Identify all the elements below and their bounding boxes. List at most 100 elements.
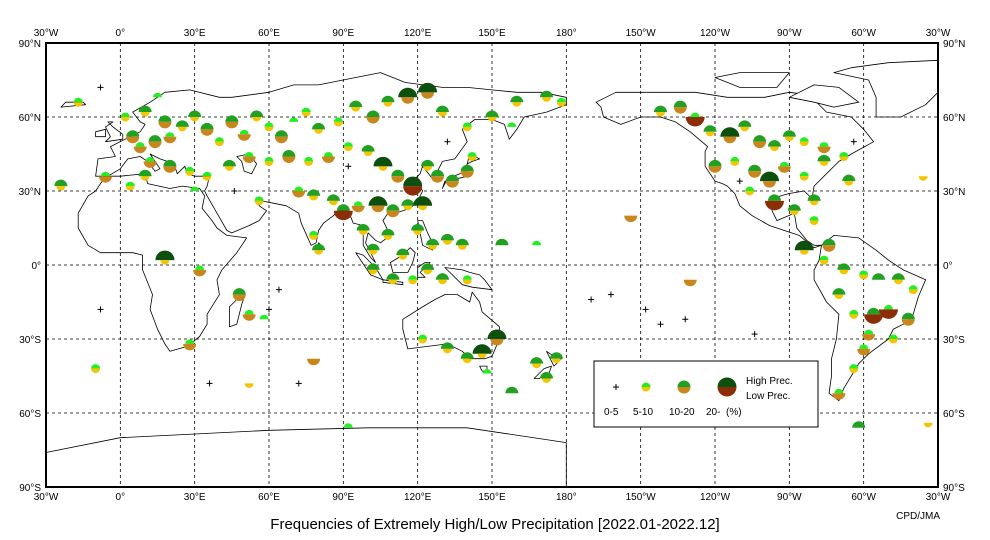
station-marker-67: [368, 196, 388, 213]
station-marker-61: [254, 196, 264, 206]
station-marker-104: [183, 339, 197, 351]
station-marker-139: [837, 263, 851, 275]
lat-label-left-6: 90°S: [19, 483, 41, 494]
map-frame: [45, 42, 939, 488]
legend-category-2: 10-20: [669, 407, 695, 418]
station-marker-65: [333, 204, 353, 221]
station-marker-137: [794, 240, 814, 255]
station-marker-59: [190, 186, 200, 191]
land-outline-0: [595, 91, 874, 249]
station-marker-149: [862, 329, 876, 341]
lat-label-right-5: 60°S: [943, 409, 965, 420]
station-marker-97: [505, 386, 519, 394]
land-outline-19: [95, 128, 106, 138]
station-marker-87: [435, 273, 449, 285]
station-marker-108: [343, 423, 353, 428]
station-marker-15: [237, 129, 251, 141]
legend-symbols: [613, 377, 737, 397]
station-marker-26: [398, 87, 418, 104]
station-marker-101: [232, 288, 246, 302]
legend-category-1: 5-10: [633, 407, 653, 418]
station-marker-128: [745, 186, 755, 196]
station-marker-121: [730, 156, 740, 166]
station-marker-99: [155, 250, 175, 265]
station-marker-14: [225, 115, 239, 129]
station-marker-118: [799, 137, 809, 147]
lat-label-left-5: 60°S: [19, 409, 41, 420]
station-marker-43: [304, 156, 314, 166]
station-marker-76: [396, 248, 410, 260]
station-marker-165: [97, 306, 104, 313]
source-credit: CPD/JMA: [896, 511, 940, 522]
station-marker-71: [309, 230, 319, 240]
legend-symbol-2: [677, 380, 691, 394]
station-marker-9: [163, 132, 177, 144]
lon-label-top-4: 90°E: [332, 28, 354, 39]
lon-label-top-7: 180°: [556, 28, 577, 39]
station-marker-123: [760, 171, 780, 188]
legend-unit: (%): [726, 407, 742, 418]
station-marker-11: [188, 110, 202, 122]
station-marker-138: [819, 255, 829, 265]
station-marker-27: [418, 82, 438, 99]
legend: High Prec. Low Prec. 0-5 5-10 10-20 20- …: [593, 360, 819, 428]
station-marker-5: [153, 92, 162, 98]
station-marker-169: [444, 138, 451, 145]
station-marker-42: [282, 149, 296, 163]
station-marker-63: [307, 189, 321, 201]
station-marker-133: [624, 215, 638, 223]
station-marker-115: [753, 135, 767, 149]
lon-label-bottom-2: 30°E: [184, 492, 206, 503]
station-marker-31: [507, 122, 517, 127]
lon-label-bottom-8: 150°W: [626, 492, 657, 503]
station-marker-18: [274, 130, 288, 144]
station-marker-171: [850, 138, 857, 145]
legend-symbol-1: [641, 382, 651, 392]
station-marker-82: [532, 240, 542, 246]
station-marker-141: [872, 273, 886, 280]
station-marker-53: [460, 164, 474, 178]
legend-low-label: Low Prec.: [746, 391, 790, 402]
station-marker-127: [839, 151, 849, 161]
station-marker-8: [148, 135, 162, 149]
station-marker-48: [391, 169, 405, 183]
legend-symbol-3: [717, 377, 737, 397]
station-marker-52: [445, 174, 459, 188]
lon-label-bottom-3: 60°E: [258, 492, 280, 503]
station-marker-4: [138, 105, 152, 117]
station-marker-109: [653, 105, 667, 117]
station-marker-124: [777, 161, 791, 173]
station-marker-73: [356, 223, 370, 235]
station-marker-44: [321, 151, 335, 163]
station-marker-16: [250, 110, 264, 122]
lon-label-top-11: 60°W: [851, 28, 876, 39]
lon-label-bottom-10: 90°W: [777, 492, 802, 503]
station-marker-158: [607, 291, 614, 298]
legend-category-3: 20-: [706, 407, 720, 418]
station-marker-164: [295, 380, 302, 387]
lat-label-right-0: 90°N: [943, 39, 965, 50]
station-marker-144: [832, 288, 846, 300]
station-marker-102: [242, 309, 256, 321]
station-marker-28: [435, 105, 449, 117]
station-marker-46: [361, 145, 375, 157]
lon-label-top-2: 30°E: [184, 28, 206, 39]
station-marker-38: [202, 171, 212, 181]
station-marker-90: [440, 342, 454, 354]
station-marker-162: [751, 331, 758, 338]
station-marker-148: [901, 312, 915, 326]
land-outline-9: [533, 365, 552, 379]
station-marker-142: [891, 273, 905, 285]
station-marker-106: [244, 383, 254, 388]
station-marker-132: [842, 174, 856, 186]
axis-tick-labels: 30°W 30°W 0° 0° 30°E 30°E 60°E 60°E 90°E 90°E 120°…: [19, 28, 966, 503]
lon-label-top-6: 150°E: [478, 28, 506, 39]
station-marker-94: [482, 369, 492, 374]
land-outline-21: [45, 427, 567, 488]
station-marker-167: [275, 286, 282, 293]
station-marker-0: [73, 97, 83, 107]
station-marker-79: [440, 233, 454, 245]
station-marker-32: [510, 95, 524, 107]
lon-label-top-9: 120°W: [700, 28, 731, 39]
station-marker-80: [455, 238, 469, 250]
